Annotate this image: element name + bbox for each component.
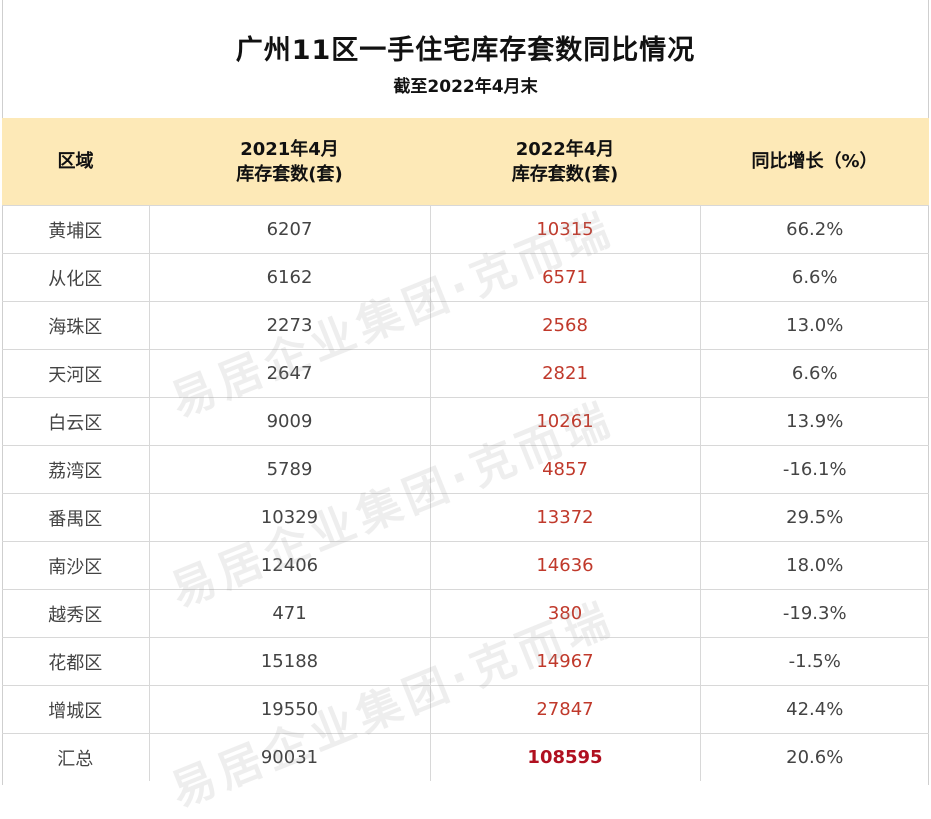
cell-change: -1.5% <box>699 637 929 686</box>
cell-change: -16.1% <box>699 445 929 494</box>
total-2022: 108595 <box>429 733 700 781</box>
cell-2021: 2647 <box>148 349 430 398</box>
cell-region: 增城区 <box>2 685 149 734</box>
cell-change: -19.3% <box>699 589 929 638</box>
cell-region: 番禺区 <box>2 493 149 542</box>
page-subtitle: 截至2022年4月末 <box>393 77 538 97</box>
cell-2022: 14967 <box>429 637 700 686</box>
table-row: 海珠区 2273 2568 13.0% <box>2 301 929 350</box>
cell-change: 18.0% <box>699 541 929 590</box>
total-region: 汇总 <box>2 733 149 781</box>
cell-region: 越秀区 <box>2 589 149 638</box>
cell-2021: 19550 <box>148 685 430 734</box>
table-row: 越秀区 471 380 -19.3% <box>2 589 929 638</box>
header-2022-line2: 库存套数(套) <box>511 163 619 185</box>
cell-2022: 10261 <box>429 397 700 446</box>
cell-region: 荔湾区 <box>2 445 149 494</box>
cell-change: 29.5% <box>699 493 929 542</box>
header-2021-line2: 库存套数(套) <box>236 163 343 185</box>
title-block: 广州11区一手住宅库存套数同比情况 截至2022年4月末 <box>0 0 931 118</box>
cell-2022: 2568 <box>429 301 700 350</box>
cell-2021: 6162 <box>148 253 430 302</box>
header-change: 同比增长（%） <box>700 118 929 206</box>
table-row: 白云区 9009 10261 13.9% <box>2 397 929 446</box>
cell-2022: 380 <box>429 589 700 638</box>
cell-region: 天河区 <box>2 349 149 398</box>
total-row: 汇总 90031 108595 20.6% <box>2 733 929 781</box>
cell-change: 42.4% <box>699 685 929 734</box>
cell-2022: 4857 <box>429 445 700 494</box>
cell-region: 黄埔区 <box>2 205 149 254</box>
inventory-table: 区域 2021年4月 库存套数(套) 2022年4月 库存套数(套) 同比增长（… <box>2 118 929 781</box>
header-region: 区域 <box>2 118 149 206</box>
cell-2021: 5789 <box>148 445 430 494</box>
header-2022: 2022年4月 库存套数(套) <box>430 118 700 206</box>
cell-region: 南沙区 <box>2 541 149 590</box>
cell-2021: 15188 <box>148 637 430 686</box>
total-2021: 90031 <box>148 733 430 781</box>
table-body: 黄埔区 6207 10315 66.2% 从化区 6162 6571 6.6% … <box>2 205 929 781</box>
table-row: 番禺区 10329 13372 29.5% <box>2 493 929 542</box>
cell-change: 6.6% <box>699 253 929 302</box>
cell-2021: 12406 <box>148 541 430 590</box>
cell-region: 白云区 <box>2 397 149 446</box>
table-row: 天河区 2647 2821 6.6% <box>2 349 929 398</box>
table-row: 黄埔区 6207 10315 66.2% <box>2 205 929 254</box>
cell-2021: 6207 <box>148 205 430 254</box>
cell-change: 13.0% <box>699 301 929 350</box>
cell-2022: 13372 <box>429 493 700 542</box>
table-row: 增城区 19550 27847 42.4% <box>2 685 929 734</box>
cell-2022: 10315 <box>429 205 700 254</box>
table-row: 荔湾区 5789 4857 -16.1% <box>2 445 929 494</box>
header-2021-line1: 2021年4月 <box>240 138 339 160</box>
header-2022-line1: 2022年4月 <box>515 138 615 160</box>
table-row: 南沙区 12406 14636 18.0% <box>2 541 929 590</box>
table-row: 花都区 15188 14967 -1.5% <box>2 637 929 686</box>
cell-change: 66.2% <box>699 205 929 254</box>
page-title: 广州11区一手住宅库存套数同比情况 <box>235 35 696 66</box>
cell-change: 13.9% <box>699 397 929 446</box>
cell-region: 花都区 <box>2 637 149 686</box>
cell-2021: 2273 <box>148 301 430 350</box>
table-row: 从化区 6162 6571 6.6% <box>2 253 929 302</box>
header-2021: 2021年4月 库存套数(套) <box>149 118 430 206</box>
cell-2022: 2821 <box>429 349 700 398</box>
cell-2022: 6571 <box>429 253 700 302</box>
total-change: 20.6% <box>699 733 929 781</box>
cell-2022: 27847 <box>429 685 700 734</box>
cell-2021: 471 <box>148 589 430 638</box>
cell-region: 海珠区 <box>2 301 149 350</box>
table-header-row: 区域 2021年4月 库存套数(套) 2022年4月 库存套数(套) 同比增长（… <box>2 118 929 206</box>
cell-2022: 14636 <box>429 541 700 590</box>
cell-region: 从化区 <box>2 253 149 302</box>
cell-change: 6.6% <box>699 349 929 398</box>
cell-2021: 9009 <box>148 397 430 446</box>
cell-2021: 10329 <box>148 493 430 542</box>
